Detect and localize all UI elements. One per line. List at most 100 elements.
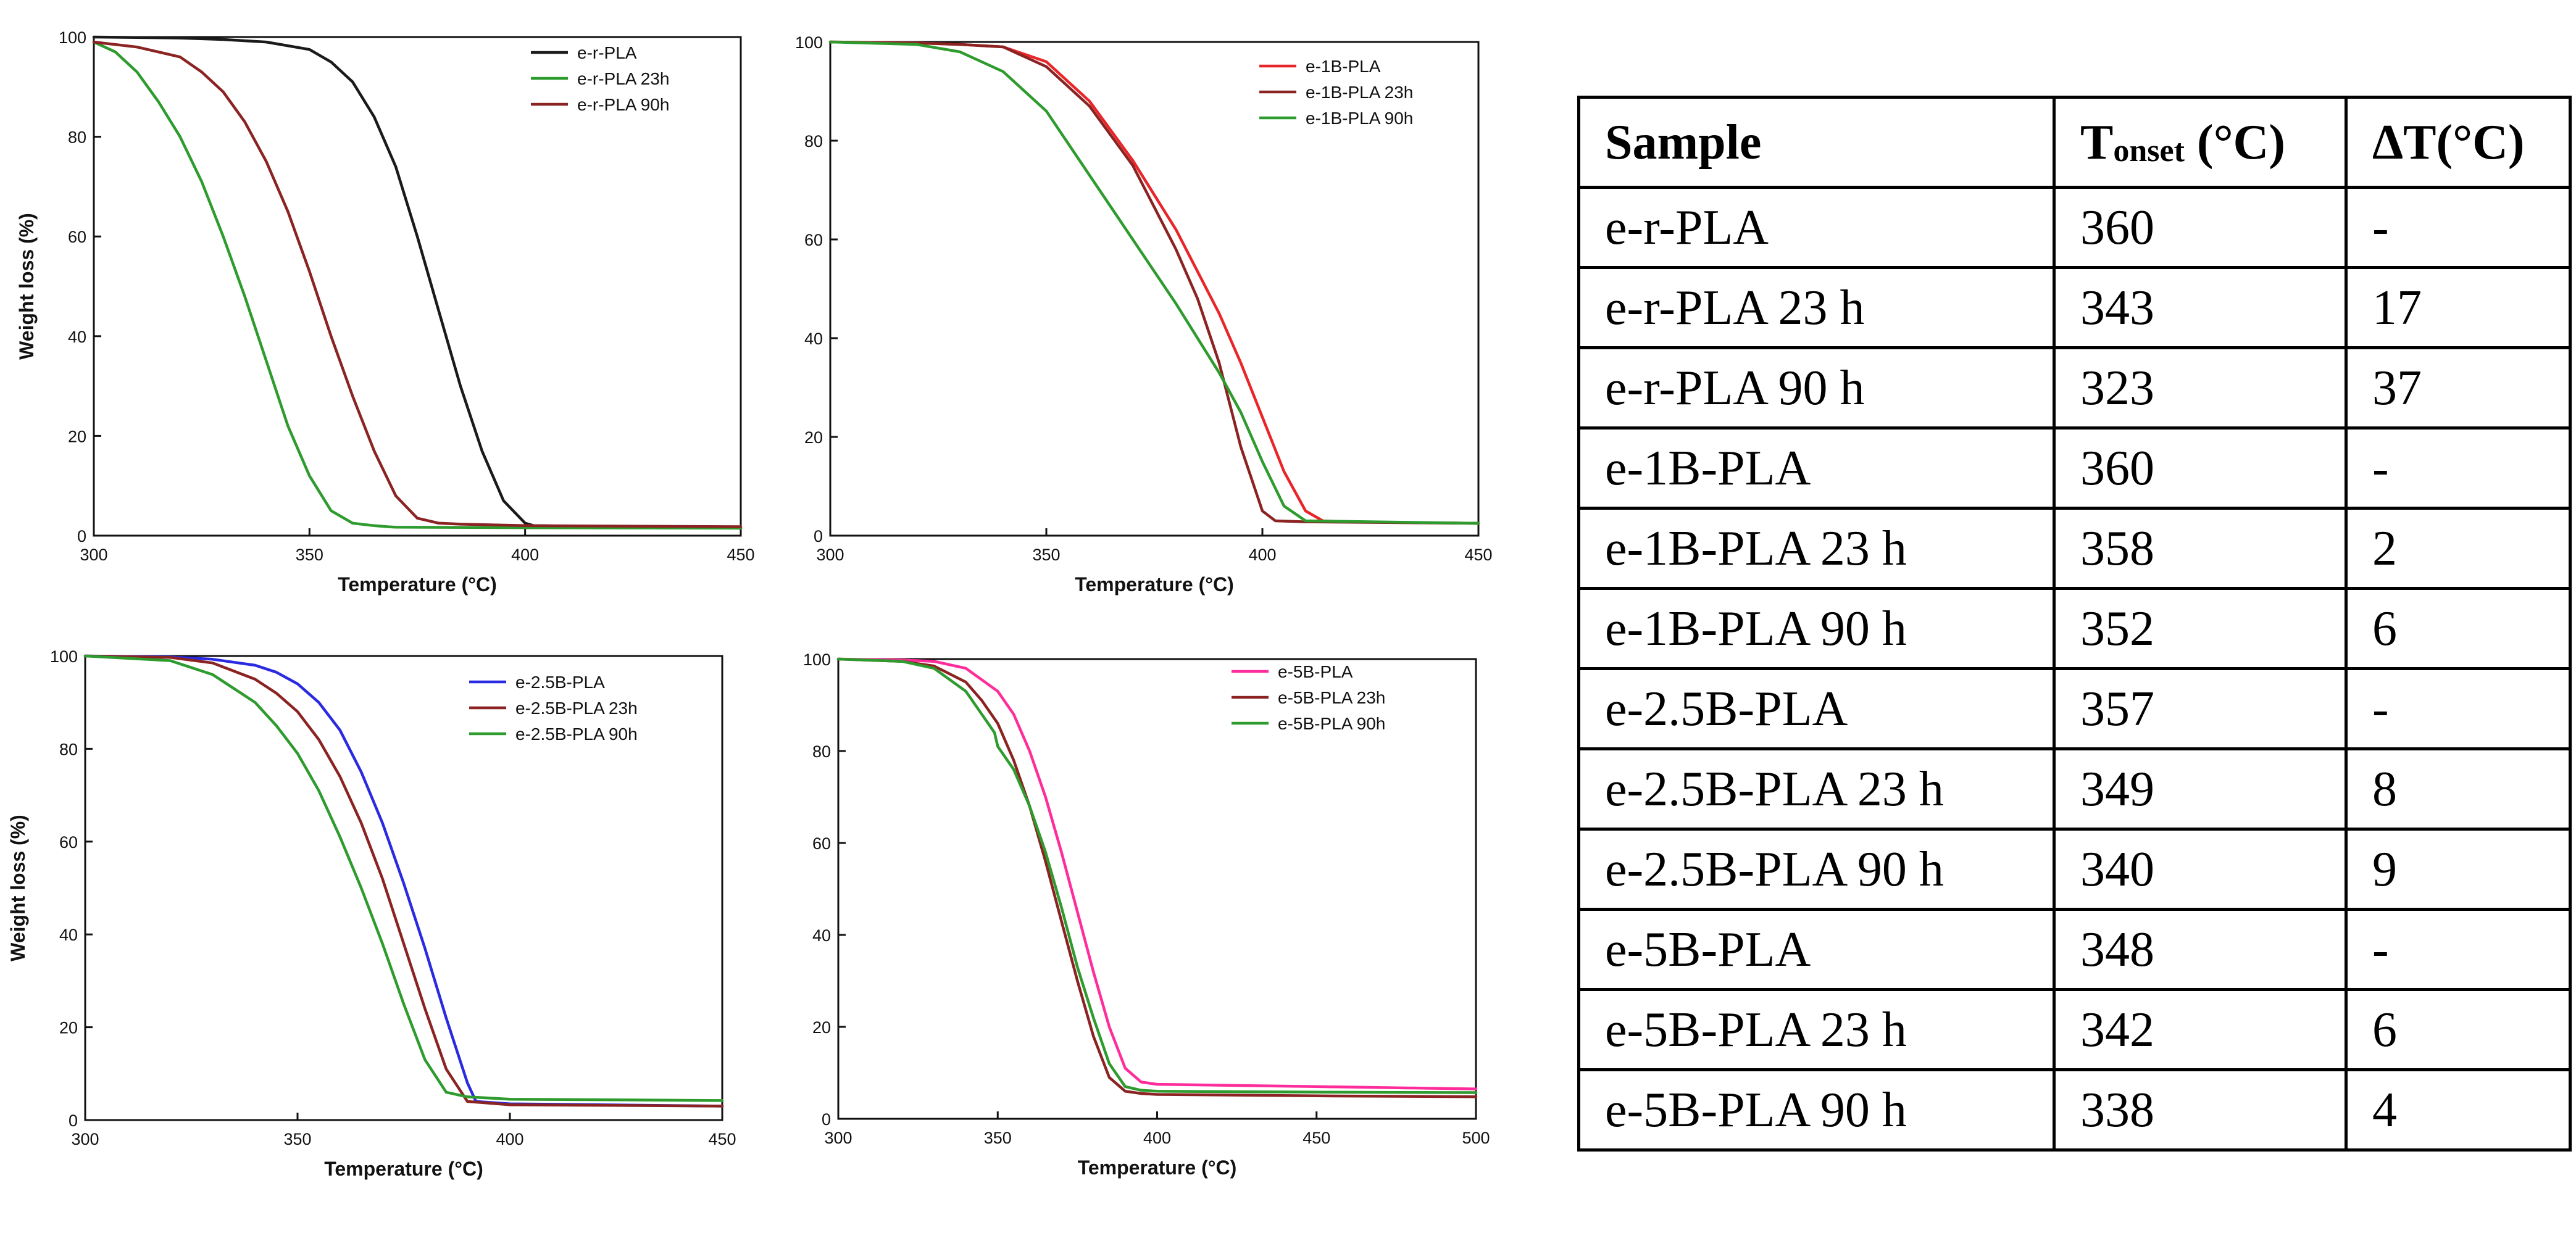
- table-row: e-1B-PLA 23 h 358 2: [1577, 507, 2572, 590]
- y-tick-label: 40: [59, 926, 78, 944]
- chart-panel-1: 300 350 400 450 0 20 40 60 80 100 Temperature (°C)…: [15, 28, 755, 596]
- y-tick-label: 80: [804, 132, 823, 151]
- cell-tonset: 358: [2053, 507, 2348, 590]
- y-tick-label: 100: [50, 647, 78, 666]
- cell-sample: e-2.5B-PLA 90 h: [1577, 828, 2056, 911]
- cell-sample: e-5B-PLA: [1577, 908, 2056, 991]
- cell-tonset: 349: [2053, 747, 2348, 831]
- x-axis-label: Temperature (°C): [1078, 1156, 1237, 1179]
- table-row: e-r-PLA 360-: [1577, 186, 2572, 269]
- cell-sample: e-2.5B-PLA 23 h: [1577, 747, 2056, 831]
- cell-delta-t: 9: [2345, 828, 2572, 911]
- cell-tonset: 352: [2053, 587, 2348, 670]
- header-tonset-main: T: [2080, 115, 2114, 170]
- header-tonset: Tonset (°C): [2053, 96, 2348, 189]
- chart-panel-3: 300 350 400 450 0 20 40 60 80 100 Temperature (°C)…: [7, 647, 736, 1180]
- cell-tonset: 340: [2053, 828, 2348, 911]
- plot-frame: [84, 655, 723, 1121]
- cell-tonset: 360: [2053, 426, 2348, 510]
- table-header-row: Sample Tonset (°C) ΔT(°C): [1577, 96, 2572, 189]
- y-tick-label: 100: [803, 650, 831, 669]
- y-tick-label: 20: [804, 428, 823, 447]
- cell-delta-t: 17: [2345, 266, 2572, 349]
- cell-delta-t: -: [2345, 667, 2572, 750]
- cell-delta-t: 8: [2345, 747, 2572, 831]
- chart-panel-2: 300 350 400 450 0 20 40 60 80 100 Temperature (°C)…: [795, 33, 1493, 596]
- table-row: e-5B-PLA 90 h 338 4: [1577, 1068, 2572, 1152]
- cell-delta-t: 6: [2345, 587, 2572, 670]
- table-row: e-1B-PLA 90 h 352 6: [1577, 587, 2572, 670]
- series-line-1: [83, 654, 724, 1108]
- y-tick-label: 60: [804, 231, 823, 249]
- series-line-2: [83, 654, 724, 1108]
- y-tick-label: 60: [812, 834, 831, 853]
- x-tick-label: 450: [1303, 1129, 1330, 1147]
- table-row: e-5B-PLA 23 h 342 6: [1577, 988, 2572, 1071]
- x-tick-label: 350: [1032, 546, 1060, 564]
- series-line-1: [92, 35, 743, 530]
- cell-delta-t: -: [2345, 908, 2572, 991]
- cell-delta-t: -: [2345, 426, 2572, 510]
- x-axis-label: Temperature (°C): [338, 573, 497, 596]
- cell-tonset: 360: [2053, 186, 2348, 269]
- legend-label: e-2.5B-PLA 23h: [515, 699, 638, 718]
- header-delta-t: ΔT(°C): [2345, 96, 2572, 189]
- series-line-2: [92, 40, 743, 530]
- x-tick-label: 300: [71, 1130, 99, 1148]
- series-line-3: [92, 40, 743, 528]
- y-tick-label: 40: [812, 926, 831, 945]
- cell-tonset: 348: [2053, 908, 2348, 991]
- legend-label: e-5B-PLA 90h: [1278, 714, 1385, 733]
- x-tick-label: 450: [727, 546, 754, 564]
- series-line-3: [83, 654, 724, 1102]
- x-tick-label: 450: [1464, 546, 1492, 564]
- legend-label: e-1B-PLA 90h: [1306, 109, 1413, 128]
- y-tick-label: 0: [822, 1110, 831, 1129]
- legend-label: e-1B-PLA 23h: [1306, 83, 1413, 102]
- x-tick-label: 400: [511, 546, 539, 564]
- cell-delta-t: 2: [2345, 507, 2572, 590]
- legend-label: e-r-PLA 90h: [577, 95, 669, 114]
- x-tick-label: 350: [296, 546, 323, 564]
- cell-sample: e-r-PLA 90 h: [1577, 346, 2056, 430]
- onset-temperature-table: Sample Tonset (°C) ΔT(°C) e-r-PLA 360- e-r…: [1577, 96, 2572, 1152]
- cell-sample: e-1B-PLA 23 h: [1577, 507, 2056, 590]
- plot-frame: [829, 41, 1480, 537]
- table-row: e-2.5B-PLA 23 h 349 8: [1577, 747, 2572, 831]
- y-tick-label: 60: [59, 833, 78, 852]
- cell-delta-t: 37: [2345, 346, 2572, 430]
- series-line-2: [836, 657, 1478, 1098]
- x-tick-label: 300: [80, 546, 107, 564]
- x-tick-label: 350: [283, 1130, 311, 1148]
- x-tick-label: 400: [1143, 1129, 1171, 1147]
- legend-label: e-5B-PLA 23h: [1278, 688, 1385, 707]
- plot-frame: [93, 36, 742, 537]
- y-tick-label: 80: [59, 740, 78, 758]
- cell-tonset: 357: [2053, 667, 2348, 750]
- header-tonset-sub: onset: [2113, 133, 2185, 168]
- x-axis-label: Temperature (°C): [324, 1158, 483, 1180]
- x-tick-label: 300: [824, 1129, 852, 1147]
- table-row: e-r-PLA 23 h 343 17: [1577, 266, 2572, 349]
- cell-sample: e-r-PLA 23 h: [1577, 266, 2056, 349]
- table-row: e-r-PLA 90 h 323 37: [1577, 346, 2572, 430]
- x-tick-label: 350: [984, 1129, 1012, 1147]
- y-tick-label: 80: [68, 128, 86, 147]
- x-tick-label: 300: [816, 546, 844, 564]
- y-tick-label: 100: [795, 33, 823, 52]
- table-row: e-1B-PLA 360-: [1577, 426, 2572, 510]
- series-line-1: [836, 657, 1478, 1090]
- x-tick-label: 500: [1462, 1129, 1490, 1147]
- y-axis-label: Weight loss (%): [15, 213, 38, 360]
- cell-delta-t: 6: [2345, 988, 2572, 1071]
- y-tick-label: 0: [77, 527, 86, 546]
- x-axis-label: Temperature (°C): [1075, 573, 1234, 596]
- header-tonset-unit: (°C): [2184, 115, 2285, 170]
- cell-sample: e-1B-PLA: [1577, 426, 2056, 510]
- legend-label: e-2.5B-PLA: [515, 673, 605, 692]
- cell-sample: e-r-PLA: [1577, 186, 2056, 269]
- header-sample: Sample: [1577, 96, 2056, 189]
- y-tick-label: 80: [812, 742, 831, 761]
- cell-sample: e-1B-PLA 90 h: [1577, 587, 2056, 670]
